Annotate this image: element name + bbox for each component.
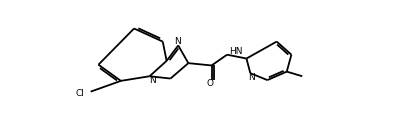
Text: N: N <box>174 37 181 46</box>
Text: Cl: Cl <box>75 89 84 98</box>
Text: HN: HN <box>229 47 243 56</box>
Text: N: N <box>249 73 255 82</box>
Text: N: N <box>149 76 156 85</box>
Text: O: O <box>206 79 214 88</box>
